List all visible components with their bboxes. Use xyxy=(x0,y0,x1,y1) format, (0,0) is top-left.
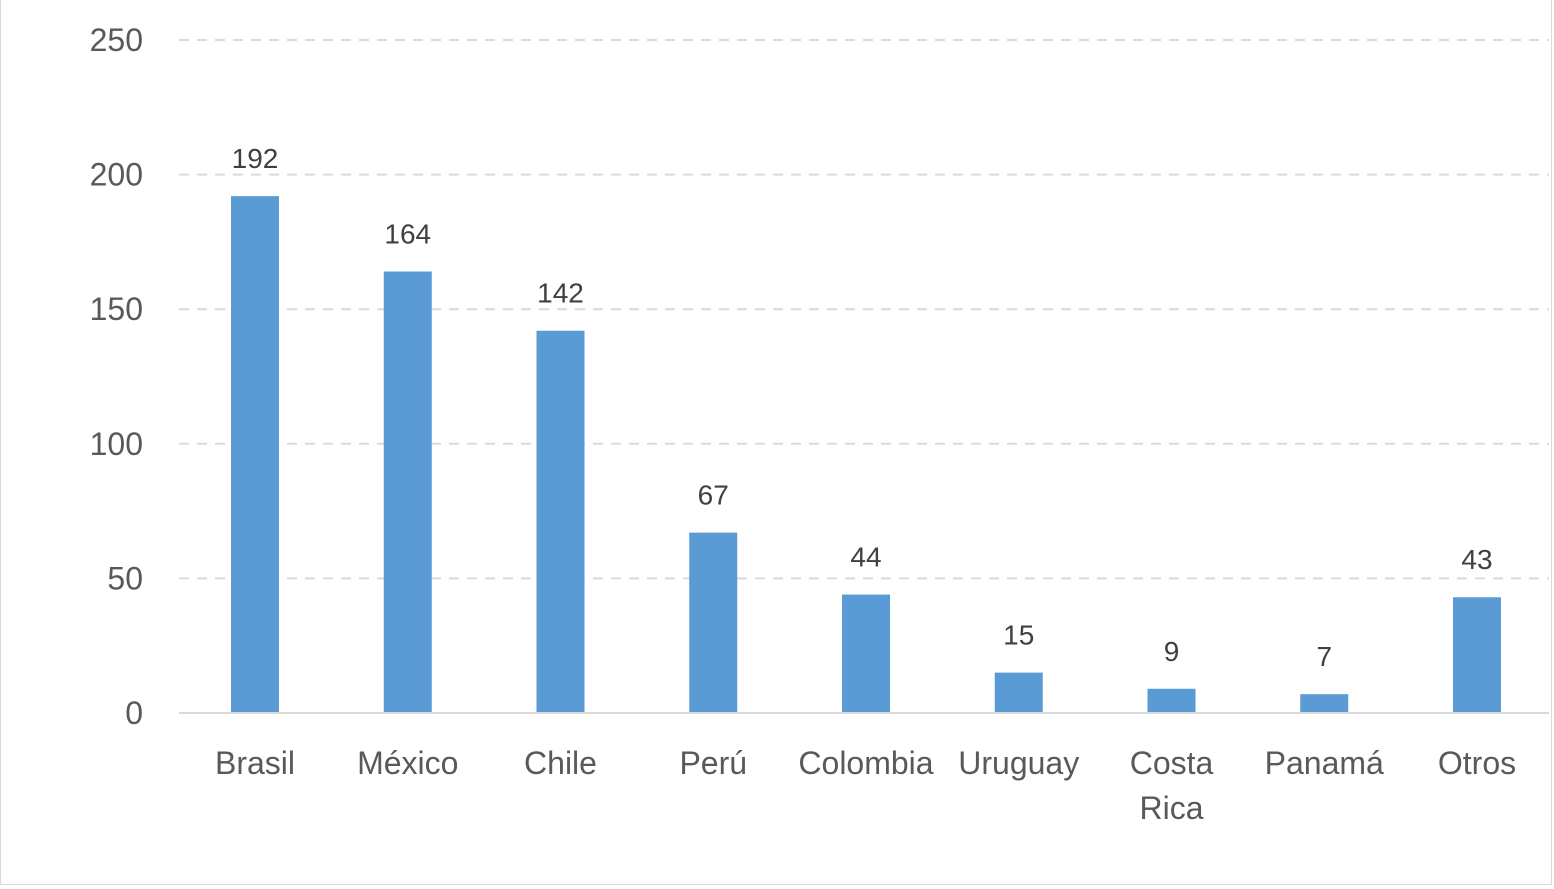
x-tick-label-line: Rica xyxy=(1139,790,1203,826)
x-tick-label-line: México xyxy=(357,745,458,781)
y-tick-label: 250 xyxy=(90,22,143,58)
x-tick-label-line: Brasil xyxy=(215,745,295,781)
bar xyxy=(383,271,432,713)
bar xyxy=(842,594,890,713)
data-label: 67 xyxy=(698,480,729,511)
x-tick-label-line: Costa xyxy=(1130,745,1214,781)
data-label: 164 xyxy=(384,219,431,250)
y-tick-label: 150 xyxy=(90,291,143,327)
x-tick-label: Otros xyxy=(1438,745,1516,781)
x-tick-label: Colombia xyxy=(798,745,933,781)
y-tick-label: 0 xyxy=(125,695,143,731)
x-tick-label: Panamá xyxy=(1265,745,1384,781)
bar xyxy=(536,330,585,713)
x-tick-label: Perú xyxy=(679,745,747,781)
x-tick-label-line: Otros xyxy=(1438,745,1516,781)
gridlines xyxy=(179,39,1549,580)
x-tick-label: Costa Rica xyxy=(1130,745,1214,826)
y-tick-label: 200 xyxy=(90,157,143,193)
data-label: 15 xyxy=(1003,620,1034,651)
x-tick-label: Chile xyxy=(524,745,597,781)
bar xyxy=(689,532,738,713)
x-axis-ticks: Brasil México Chile Perú Colombia Uruguay Cost… xyxy=(215,745,1516,826)
y-axis-ticks: 0 50 100 150 200 250 xyxy=(90,22,143,731)
y-tick-label: 50 xyxy=(107,560,143,596)
bar xyxy=(994,672,1043,713)
x-tick-label: México xyxy=(357,745,458,781)
y-tick-label: 100 xyxy=(90,426,143,462)
bar xyxy=(1453,597,1501,713)
data-labels: 192 164 142 67 44 15 9 7 43 xyxy=(232,143,1493,672)
x-tick-label-line: Panamá xyxy=(1265,745,1384,781)
x-tick-label-line: Colombia xyxy=(798,745,933,781)
data-label: 142 xyxy=(537,278,584,309)
data-label: 9 xyxy=(1164,636,1180,667)
x-tick-label-line: Perú xyxy=(679,745,747,781)
x-tick-label-line: Uruguay xyxy=(958,745,1079,781)
x-tick-label: Brasil xyxy=(215,745,295,781)
x-tick-label: Uruguay xyxy=(958,745,1079,781)
bars xyxy=(231,196,1501,714)
data-label: 44 xyxy=(850,542,881,573)
data-label: 43 xyxy=(1461,544,1492,575)
bar xyxy=(231,196,279,714)
data-label: 192 xyxy=(232,143,279,174)
x-tick-label-line: Chile xyxy=(524,745,597,781)
bar xyxy=(1147,688,1196,713)
data-label: 7 xyxy=(1316,641,1332,672)
bar xyxy=(1300,694,1349,713)
